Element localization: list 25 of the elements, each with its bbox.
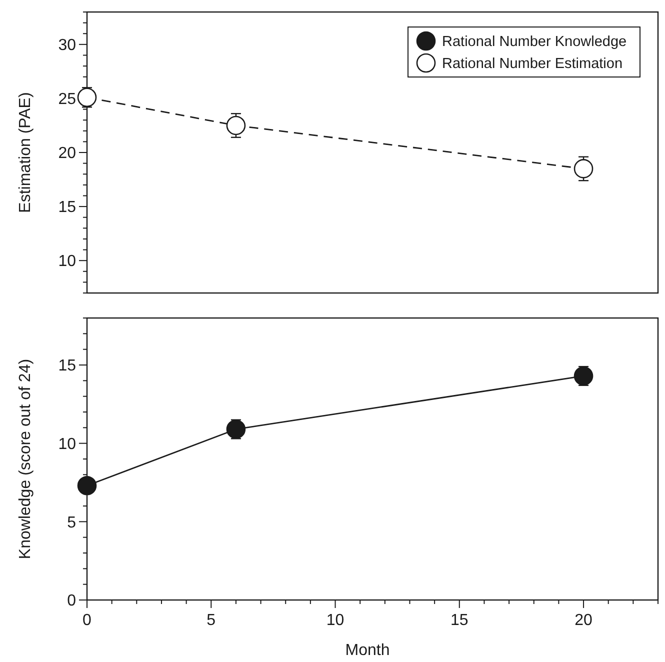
x-tick-label: 0 [82,612,92,629]
y-tick-label: 10 [58,253,76,270]
x-tick-label: 5 [206,612,216,629]
y-axis-title: Knowledge (score out of 24) [17,358,34,560]
y-tick-label: 0 [67,592,76,610]
point [77,88,97,108]
x-axis-title: Month [345,642,390,659]
point [574,159,594,178]
y-tick-label: 10 [58,436,76,453]
x-tick-label: 15 [450,612,468,629]
y-tick-label: 15 [58,358,76,375]
y-tick-label: 5 [67,514,76,532]
x-tick-label: 10 [326,612,344,629]
point [574,366,594,386]
text: Rational Number Knowledge [442,34,627,50]
point [226,420,246,439]
point [226,116,246,136]
x-tick-label: 20 [574,612,593,629]
y-tick-label: 25 [58,91,76,108]
y-axis-title: Estimation (PAE) [17,92,34,213]
legend-label: Rational Number Estimation [442,56,623,72]
y-tick-label: 20 [58,145,76,162]
y-tick-label: 15 [58,199,76,216]
point [77,476,97,496]
y-tick-label: 30 [58,37,76,54]
